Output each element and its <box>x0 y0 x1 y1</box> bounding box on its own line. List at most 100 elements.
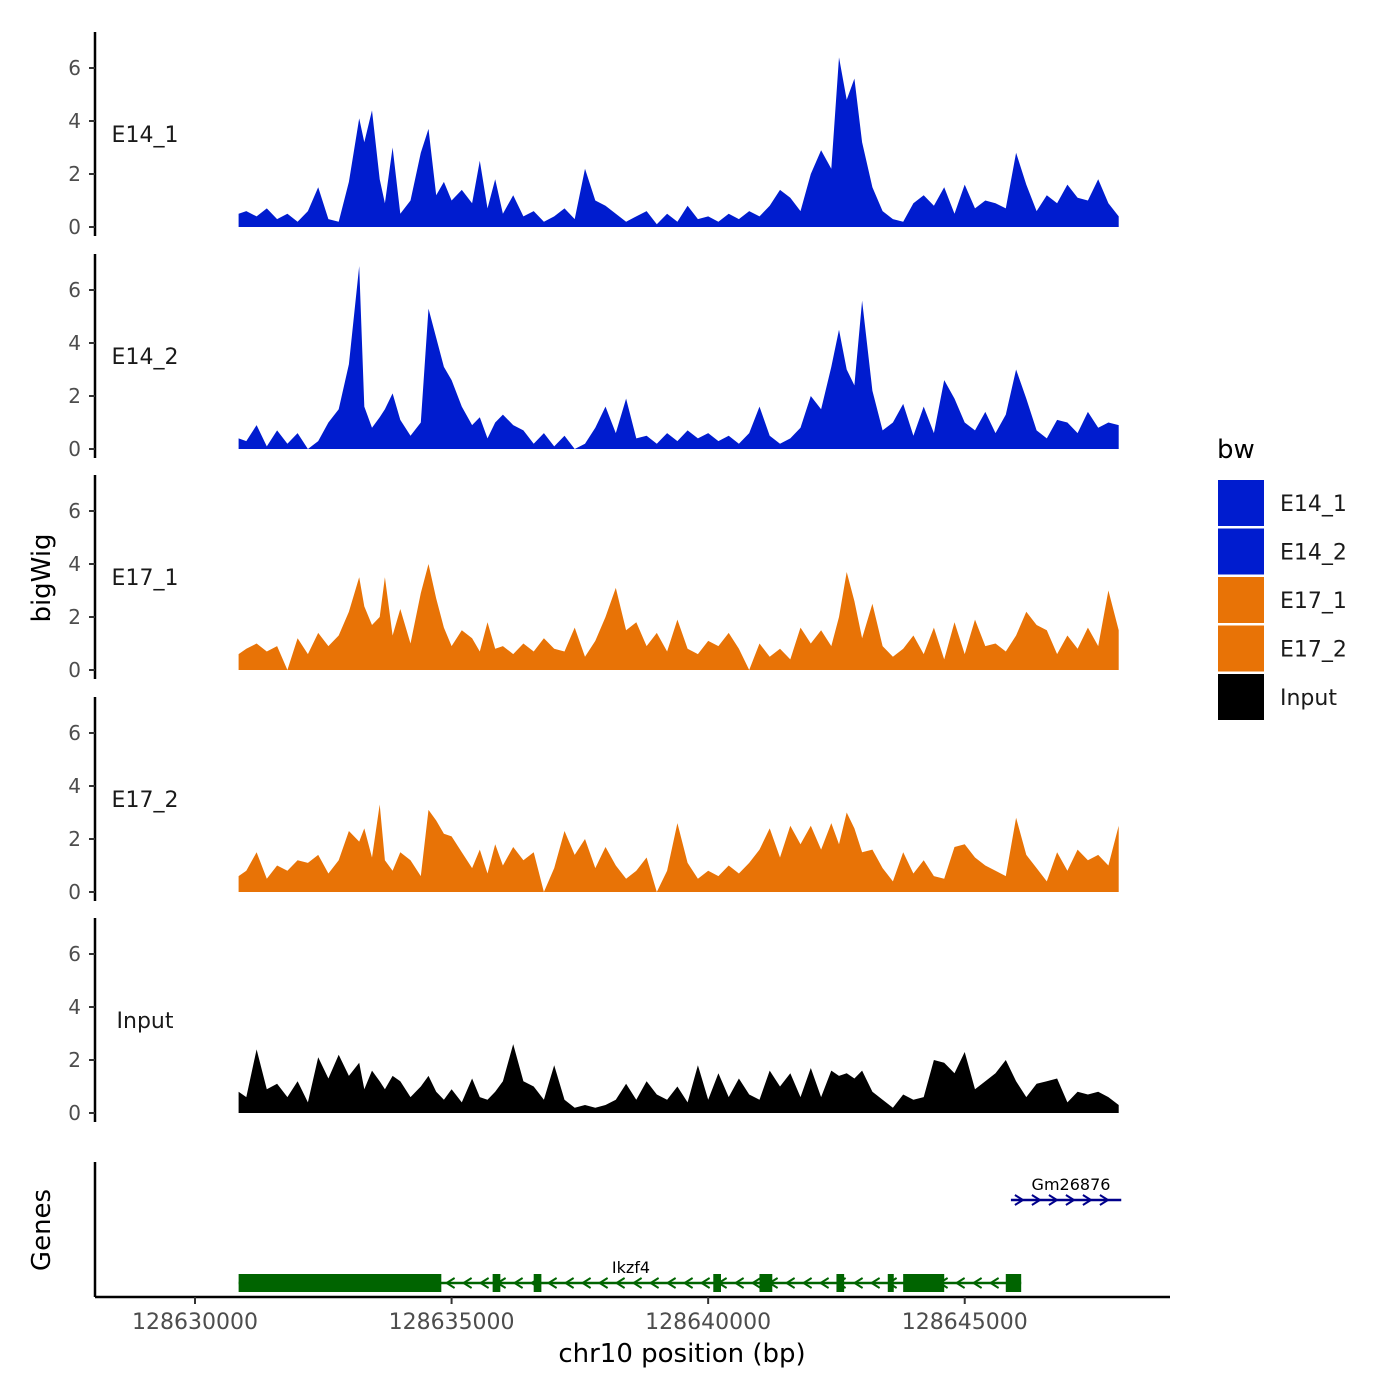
strand-arrow <box>1048 1194 1059 1206</box>
signal-area-Input <box>238 1044 1119 1113</box>
legend-entries: E14_1 E14_2 E17_1 E17_2 Input <box>1218 480 1347 720</box>
y-tick-label: 2 <box>68 827 81 851</box>
strand-arrow <box>852 1277 864 1289</box>
strand-arrow <box>733 1277 745 1289</box>
y-tick-label: 4 <box>68 109 81 133</box>
strand-arrow <box>801 1277 813 1289</box>
y-tick-label: 6 <box>68 56 81 80</box>
strand-arrow <box>750 1277 762 1289</box>
track-E14_2: 0 2 4 6 E14_2 <box>68 254 1119 461</box>
strand-arrow <box>546 1277 558 1289</box>
legend-entry-E14_1: E14_1 <box>1218 480 1347 526</box>
strand-arrow <box>1031 1194 1042 1206</box>
exon <box>533 1274 542 1292</box>
strand-arrow <box>954 1277 966 1289</box>
y-tick-label: 4 <box>68 331 81 355</box>
genes-axis-title: Genes <box>27 1189 57 1271</box>
gene-label: Ikzf4 <box>612 1258 650 1277</box>
y-tick-label: 0 <box>68 437 81 461</box>
signal-area-E17_2 <box>238 804 1119 892</box>
y-tick-label: 4 <box>68 774 81 798</box>
strand-arrow <box>512 1277 524 1289</box>
genes-panel: Ikzf4 Gm26876 <box>93 1162 1122 1297</box>
gene-Ikzf4: Ikzf4 <box>238 1258 1022 1292</box>
y-tick-label: 4 <box>68 552 81 576</box>
signal-area-E14_1 <box>238 57 1119 228</box>
exon <box>238 1274 442 1292</box>
strand-arrow <box>614 1277 626 1289</box>
legend-swatch <box>1218 674 1264 720</box>
strand-arrow <box>478 1277 490 1289</box>
strand-arrow <box>1099 1194 1110 1206</box>
track-E14_1: 0 2 4 6 E14_1 <box>68 32 1119 239</box>
legend-label: E14_2 <box>1280 541 1347 566</box>
strand-arrow <box>784 1277 796 1289</box>
legend-entry-E17_2: E17_2 <box>1218 625 1347 672</box>
strand-arrow <box>988 1277 1000 1289</box>
x-axis-title: chr10 position (bp) <box>558 1339 805 1369</box>
y-tick-label: 0 <box>68 658 81 682</box>
signal-area-E17_1 <box>238 564 1119 670</box>
exon <box>713 1274 721 1292</box>
legend-entry-Input: Input <box>1218 674 1337 720</box>
strand-arrow <box>563 1277 575 1289</box>
gene-label: Gm26876 <box>1032 1175 1111 1194</box>
track-label: E14_2 <box>112 345 179 370</box>
x-tick-label: 128630000 <box>132 1310 258 1335</box>
legend-swatch <box>1218 577 1264 623</box>
legend-label: E14_1 <box>1280 492 1347 517</box>
strand-arrow <box>631 1277 643 1289</box>
track-E17_1: 0 2 4 6 E17_1 <box>68 475 1119 682</box>
track-label: Input <box>117 1009 174 1034</box>
legend-entry-E14_2: E14_2 <box>1218 528 1347 575</box>
strand-arrow <box>597 1277 609 1289</box>
y-tick-label: 6 <box>68 721 81 745</box>
exon <box>1005 1274 1022 1292</box>
strand-arrow <box>818 1277 830 1289</box>
y-tick-label: 0 <box>68 1101 81 1125</box>
strand-arrow <box>1065 1194 1076 1206</box>
legend-entry-E17_1: E17_1 <box>1218 577 1347 623</box>
y-tick-label: 0 <box>68 215 81 239</box>
y-tick-label: 6 <box>68 278 81 302</box>
strand-arrow <box>971 1277 983 1289</box>
x-tick-label: 128640000 <box>645 1310 771 1335</box>
strand-arrow <box>682 1277 694 1289</box>
y-tick-label: 4 <box>68 995 81 1019</box>
y-tick-label: 2 <box>68 162 81 186</box>
legend-swatch <box>1218 625 1264 672</box>
exon <box>903 1274 945 1292</box>
track-label: E17_2 <box>112 788 179 813</box>
strand-arrow <box>665 1277 677 1289</box>
signal-area-E14_2 <box>238 266 1119 449</box>
strand-arrow <box>699 1277 711 1289</box>
strand-arrow <box>461 1277 473 1289</box>
legend: bw E14_1 E14_2 E17_1 E17_2 Input <box>1217 435 1347 720</box>
exon <box>759 1274 773 1292</box>
legend-swatch <box>1218 528 1264 575</box>
track-label: E17_1 <box>112 566 179 591</box>
y-tick-label: 2 <box>68 1048 81 1072</box>
exon <box>887 1274 894 1292</box>
y-axis-title: bigWig <box>27 533 57 622</box>
exon <box>492 1274 501 1292</box>
strand-arrow <box>648 1277 660 1289</box>
x-tick-label: 128645000 <box>902 1310 1028 1335</box>
y-tick-label: 2 <box>68 605 81 629</box>
legend-label: E17_1 <box>1280 589 1347 614</box>
strand-arrow <box>869 1277 881 1289</box>
strand-arrow <box>580 1277 592 1289</box>
strand-arrow <box>1014 1194 1025 1206</box>
x-tick-label: 128635000 <box>389 1310 515 1335</box>
x-axis: 128630000 128635000 128640000 128645000 <box>95 1295 1170 1335</box>
legend-label: Input <box>1280 686 1337 711</box>
y-tick-label: 2 <box>68 384 81 408</box>
strand-arrow <box>444 1277 456 1289</box>
gene-Gm26876: Gm26876 <box>1010 1175 1122 1206</box>
y-tick-label: 6 <box>68 942 81 966</box>
strand-arrow <box>1082 1194 1093 1206</box>
exon <box>836 1274 845 1292</box>
legend-swatch <box>1218 480 1264 526</box>
signal-panels: 0 2 4 6 E14_1 0 2 4 6 E14_2 0 2 4 6 E17_1 0 2 4 6 E17_2 0 2 4 6… <box>68 32 1119 1125</box>
